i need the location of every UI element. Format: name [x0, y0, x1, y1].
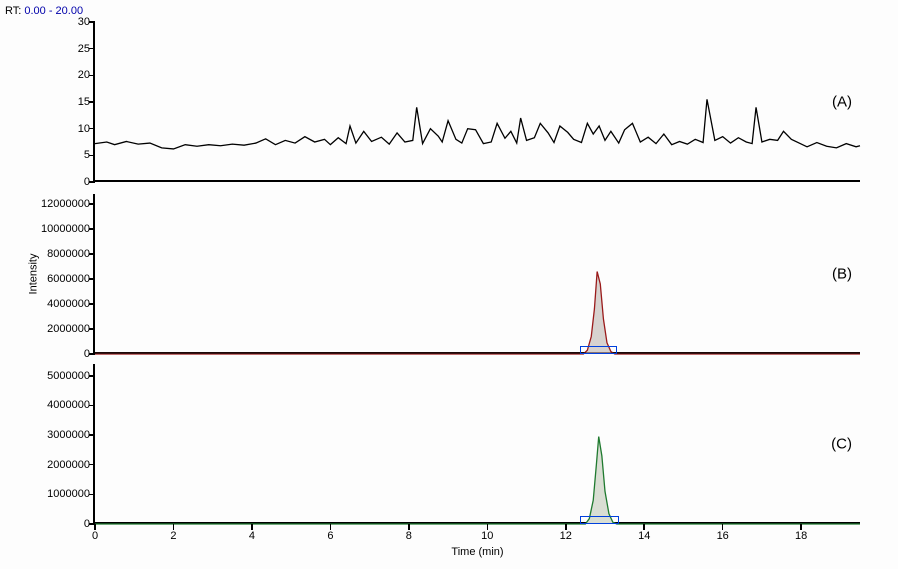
ytick-mark	[89, 464, 95, 466]
xtick-label: 10	[481, 530, 493, 542]
xtick-mark	[643, 524, 645, 530]
xtick-mark	[722, 524, 724, 530]
xtick-label: 18	[795, 530, 807, 542]
y-axis-label: Intensity	[27, 254, 39, 295]
panel-label-a: (A)	[832, 94, 852, 111]
ytick-label: 2000000	[47, 323, 90, 335]
ytick-label: 12000000	[41, 198, 90, 210]
ytick-mark	[89, 21, 95, 23]
panel-b: Intensity (B) 02000000400000060000008000…	[95, 194, 860, 354]
panel-c: Time (min) (C) 0100000020000003000000400…	[95, 364, 860, 524]
ytick-label: 3000000	[47, 429, 90, 441]
ytick-mark	[89, 375, 95, 377]
xtick-label: 6	[327, 530, 333, 542]
xtick-mark	[800, 524, 802, 530]
ytick-label: 8000000	[47, 248, 90, 260]
trace-a	[95, 22, 860, 182]
trace-c	[95, 364, 860, 524]
ytick-mark	[89, 101, 95, 103]
panel-a: (A) 051015202530	[95, 22, 860, 182]
xtick-mark	[408, 524, 410, 530]
xtick-mark	[330, 524, 332, 530]
rt-range-label: RT: 0.00 - 20.00	[5, 5, 83, 17]
xtick-label: 12	[560, 530, 572, 542]
ytick-mark	[89, 303, 95, 305]
xtick-mark	[251, 524, 253, 530]
ytick-mark	[89, 253, 95, 255]
xtick-mark	[487, 524, 489, 530]
ytick-mark	[89, 405, 95, 407]
ytick-mark	[89, 128, 95, 130]
xtick-mark	[565, 524, 567, 530]
trace-b	[95, 194, 860, 354]
ytick-mark	[89, 328, 95, 330]
ytick-label: 4000000	[47, 399, 90, 411]
ytick-mark	[89, 155, 95, 157]
panel-label-c: (C)	[831, 436, 852, 453]
panel-label-b: (B)	[832, 266, 852, 283]
ytick-mark	[89, 353, 95, 355]
xtick-label: 2	[170, 530, 176, 542]
ytick-mark	[89, 75, 95, 77]
ytick-mark	[89, 181, 95, 183]
xtick-label: 14	[638, 530, 650, 542]
ytick-mark	[89, 203, 95, 205]
ytick-mark	[89, 278, 95, 280]
xtick-mark	[173, 524, 175, 530]
ytick-mark	[89, 48, 95, 50]
ytick-mark	[89, 494, 95, 496]
xtick-mark	[94, 524, 96, 530]
peak-base-marker	[580, 346, 617, 354]
xtick-label: 16	[717, 530, 729, 542]
x-axis-label: Time (min)	[451, 546, 503, 558]
ytick-label: 2000000	[47, 459, 90, 471]
plot-area: (A) 051015202530 Intensity (B) 020000004…	[95, 22, 860, 527]
ytick-label: 6000000	[47, 273, 90, 285]
xtick-label: 8	[406, 530, 412, 542]
ytick-mark	[89, 434, 95, 436]
ytick-label: 5000000	[47, 370, 90, 382]
xtick-label: 4	[249, 530, 255, 542]
ytick-label: 1000000	[47, 488, 90, 500]
xtick-label: 0	[92, 530, 98, 542]
ytick-label: 4000000	[47, 298, 90, 310]
peak-base-marker	[580, 516, 619, 524]
ytick-label: 10000000	[41, 223, 90, 235]
rt-value: 0.00 - 20.00	[24, 5, 83, 17]
rt-key: RT:	[5, 5, 21, 17]
ytick-mark	[89, 228, 95, 230]
